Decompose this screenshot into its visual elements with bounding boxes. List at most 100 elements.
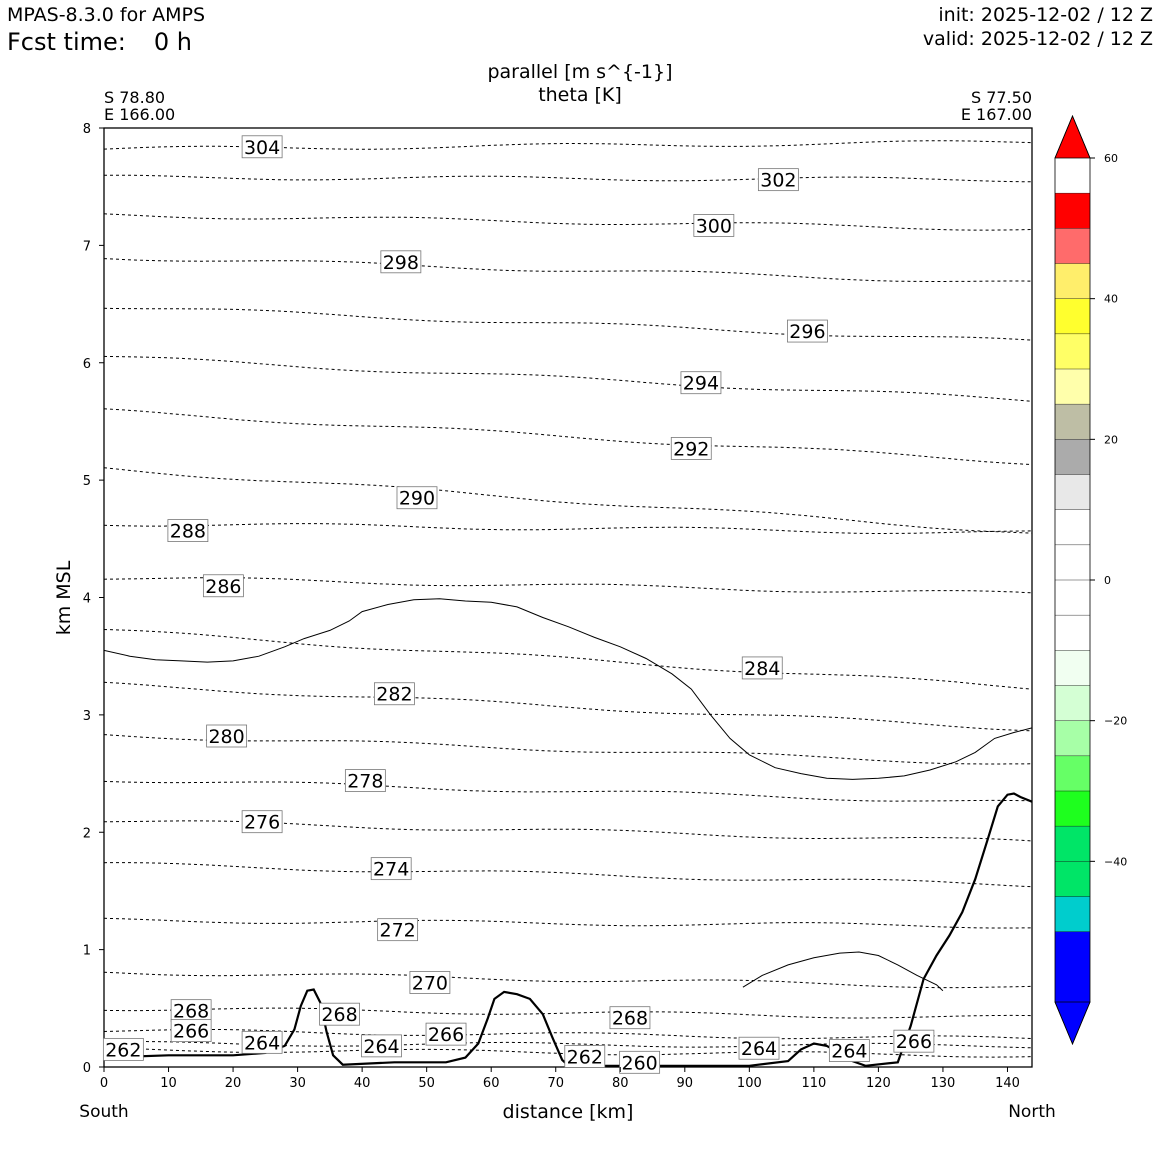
colorbar: −40 −20 0 20 40 60 [1054,114,1127,1046]
x-tick-label: 100 [737,1076,762,1091]
contour-label-text: 294 [683,373,719,395]
chart-title-line2: theta [K] [538,84,622,106]
isentrope-282 [104,681,1032,732]
y-tick-label: 6 [83,357,91,372]
left-point-lat: S 78.80 [104,88,165,107]
terrain-line [104,792,1032,1067]
contour-label: 296 [787,319,828,343]
x-axis-label: distance [km] [503,1101,634,1123]
isentrope-302 [104,174,1032,183]
x-tick-label: 130 [931,1076,956,1091]
contour-label: 264 [828,1039,870,1063]
contour-label-text: 274 [373,859,409,881]
isentrope-292 [104,408,1032,466]
x-tick-label: 0 [100,1076,108,1091]
isentrope-272 [104,917,1032,929]
y-tick-label: 2 [83,826,91,841]
contour-label-box [241,1030,283,1054]
x-tick-label: 30 [289,1076,306,1091]
contour-label-text: 290 [399,488,435,510]
colorbar-tick-label: 40 [1104,293,1118,306]
colorbar-extend-low [1054,1001,1091,1046]
contour-label-text: 260 [622,1052,658,1074]
isentrope-268 [104,1007,1032,1019]
plot-frame [103,127,1033,1068]
y-tick-label: 4 [83,592,91,607]
y-tick-label: 0 [83,1061,91,1076]
contour-label: 266 [425,1022,467,1046]
contour-label: 266 [893,1029,935,1053]
isentrope-304 [104,140,1032,150]
contour-label-box [396,486,438,510]
colorbar-swatch [1055,544,1090,580]
contour-label-box [167,519,209,542]
colorbar-swatch [1055,369,1090,405]
left-end-label: South [79,1102,128,1122]
colorbar-swatch [1055,861,1090,897]
contour-label-box [202,574,244,598]
colorbar-swatch [1055,720,1090,756]
x-tick-label: 140 [995,1076,1020,1091]
x-tick-label: 40 [354,1076,371,1091]
colorbar-tick-label: 60 [1104,152,1118,165]
isentrope-284 [104,629,1032,690]
colorbar-swatch [1055,298,1090,334]
isentrope-276 [104,820,1032,842]
contour-label: 290 [396,486,438,510]
forecast-time-value: 0 h [153,28,192,56]
contour-label-box [680,371,722,395]
contour-label-text: 270 [412,972,448,994]
contour-label-box [738,1036,780,1060]
y-axis-label: km MSL [53,560,75,635]
colorbar-extend-high [1054,114,1091,159]
contour-label-box [241,135,283,159]
contour-label-text: 262 [105,1039,141,1061]
contour-label: 260 [619,1050,661,1074]
contour-label: 300 [693,214,735,237]
contour-label-text: 284 [744,658,780,680]
contour-label-text: 278 [347,771,383,793]
contour-label-text: 262 [567,1046,603,1068]
x-tick-label: 70 [547,1076,564,1091]
contour-label: 270 [409,971,451,994]
contour-label-box [377,918,419,942]
isentrope-270 [104,971,1032,989]
colorbar-swatch [1055,404,1090,440]
colorbar-tick-label: 0 [1104,574,1111,587]
contour-label-text: 268 [321,1004,357,1026]
x-tick-label: 110 [801,1076,826,1091]
colorbar-swatch [1055,474,1090,510]
x-tick-label: 20 [225,1076,242,1091]
contour-label-box [670,437,712,460]
contour-label-text: 268 [612,1008,648,1030]
colorbar-tick-label: −20 [1104,715,1127,728]
chart-title-line1: parallel [m s^{-1}] [487,61,672,83]
x-tick-label: 50 [418,1076,435,1091]
wind-zero-contour-upper [104,598,1032,780]
contour-label-text: 280 [208,726,244,748]
colorbar-tick-label: −40 [1104,855,1127,868]
x-tick-label: 80 [612,1076,629,1091]
contour-label-box [564,1045,606,1068]
contour-label: 264 [738,1036,780,1060]
x-tick-label: 10 [160,1076,177,1091]
contour-label: 268 [319,1002,360,1026]
x-tick-label: 60 [483,1076,500,1091]
isentrope-296 [104,307,1032,341]
y-tick-label: 3 [83,709,91,724]
contour-label-box [380,250,422,274]
colorbar-swatch [1055,193,1090,229]
contour-label-box [319,1002,360,1026]
contour-label-box [609,1006,651,1030]
contour-label: 268 [170,999,212,1023]
isentrope-264 [104,1040,1032,1049]
contour-label-box [344,769,386,793]
contour-label: 280 [206,724,248,748]
right-point-lat: S 77.50 [971,88,1032,107]
isentrope-290 [104,467,1032,534]
contour-label-text: 264 [244,1032,280,1054]
forecast-time-label: Fcst time: [7,28,126,56]
contour-label-text: 272 [379,920,415,942]
colorbar-swatch [1055,791,1090,827]
colorbar-swatch [1055,896,1090,932]
